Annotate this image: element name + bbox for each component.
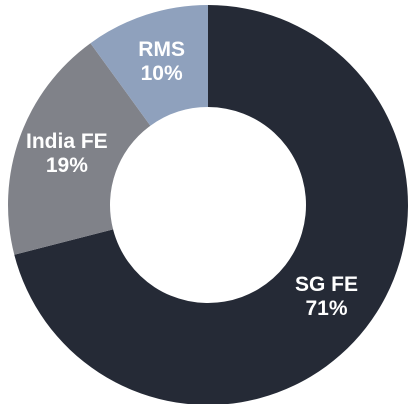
value-label: 19% — [45, 154, 88, 178]
category-label: RMS — [138, 38, 185, 62]
value-label: 71% — [305, 296, 348, 320]
segment-label: India FE 19% — [22, 130, 112, 178]
donut-segment — [90, 5, 208, 126]
segment-label: RMS 10% — [117, 38, 207, 86]
value-label: 10% — [140, 62, 183, 86]
category-label: SG FE — [295, 272, 359, 296]
segment-label: SG FE 71% — [282, 273, 372, 321]
category-label: India FE — [26, 130, 108, 154]
donut-segment — [7, 43, 151, 255]
donut-segment — [14, 5, 408, 404]
